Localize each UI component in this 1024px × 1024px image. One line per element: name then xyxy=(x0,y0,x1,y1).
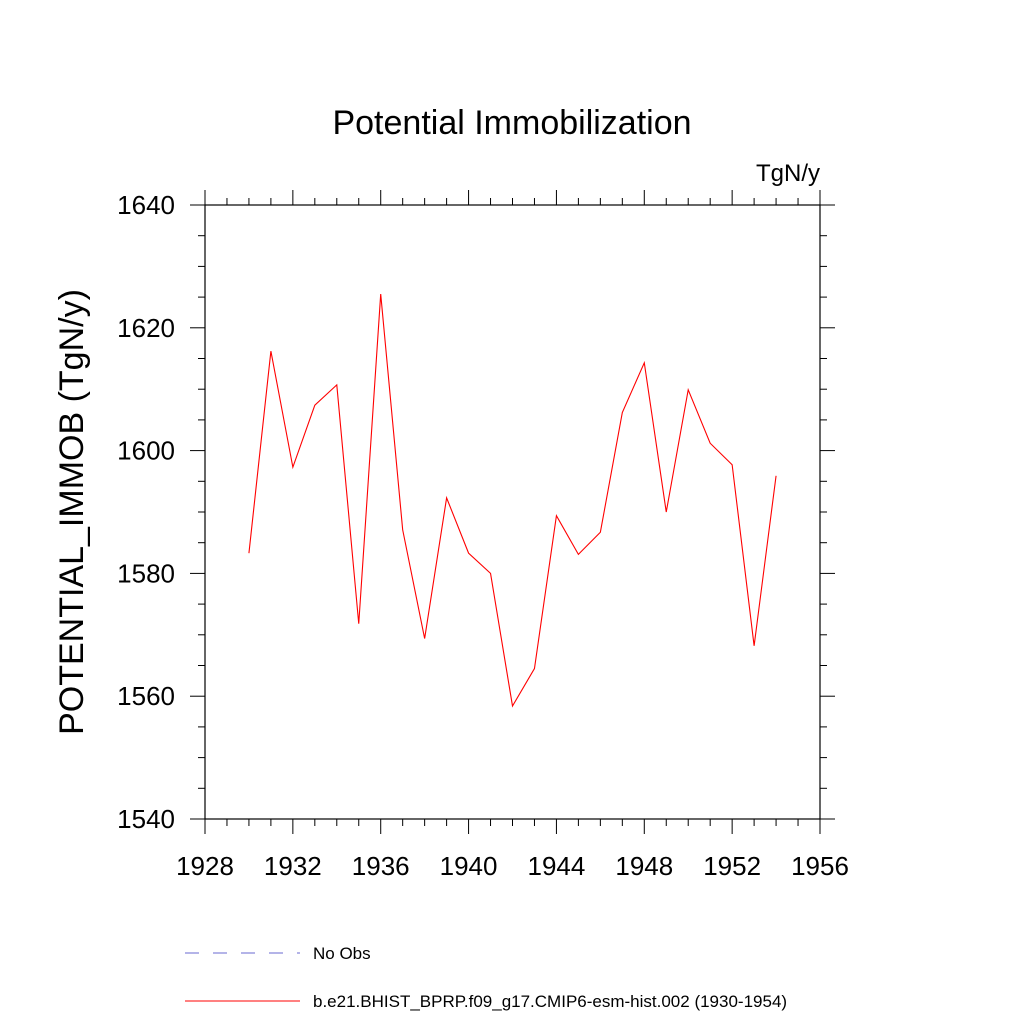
series-line xyxy=(248,293,777,708)
axis-ticks xyxy=(190,190,835,834)
x-tick-label: 1956 xyxy=(791,851,849,881)
y-tick-label: 1540 xyxy=(117,804,175,834)
y-tick-label: 1600 xyxy=(117,436,175,466)
legend-label-no-obs: No Obs xyxy=(313,944,371,963)
x-tick-label: 1936 xyxy=(352,851,410,881)
chart-title: Potential Immobilization xyxy=(332,104,691,142)
y-axis-label: POTENTIAL_IMMOB (TgN/y) xyxy=(53,289,91,735)
x-tick-label: 1952 xyxy=(703,851,761,881)
units-label: TgN/y xyxy=(756,160,820,187)
plot-frame xyxy=(204,204,821,820)
x-tick-label: 1940 xyxy=(440,851,498,881)
y-tick-label: 1580 xyxy=(117,558,175,588)
x-tick-label: 1928 xyxy=(176,851,234,881)
y-tick-label: 1560 xyxy=(117,681,175,711)
legend: No Obs b.e21.BHIST_BPRP.f09_g17.CMIP6-es… xyxy=(185,944,787,1011)
y-tick-label: 1640 xyxy=(117,190,175,220)
x-tick-label: 1948 xyxy=(615,851,673,881)
series-layer xyxy=(248,293,777,708)
y-tick-label: 1620 xyxy=(117,313,175,343)
axis-tick-labels: 1928 1932 1936 1940 1944 1948 1952 1956 1540 1560… xyxy=(117,190,849,881)
x-tick-label: 1944 xyxy=(528,851,586,881)
x-tick-label: 1932 xyxy=(264,851,322,881)
legend-label-model-run: b.e21.BHIST_BPRP.f09_g17.CMIP6-esm-hist.… xyxy=(313,992,787,1011)
